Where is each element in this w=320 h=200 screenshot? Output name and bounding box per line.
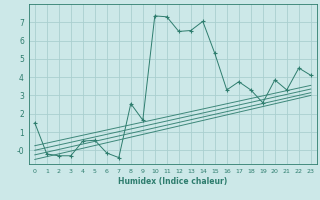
- X-axis label: Humidex (Indice chaleur): Humidex (Indice chaleur): [118, 177, 228, 186]
